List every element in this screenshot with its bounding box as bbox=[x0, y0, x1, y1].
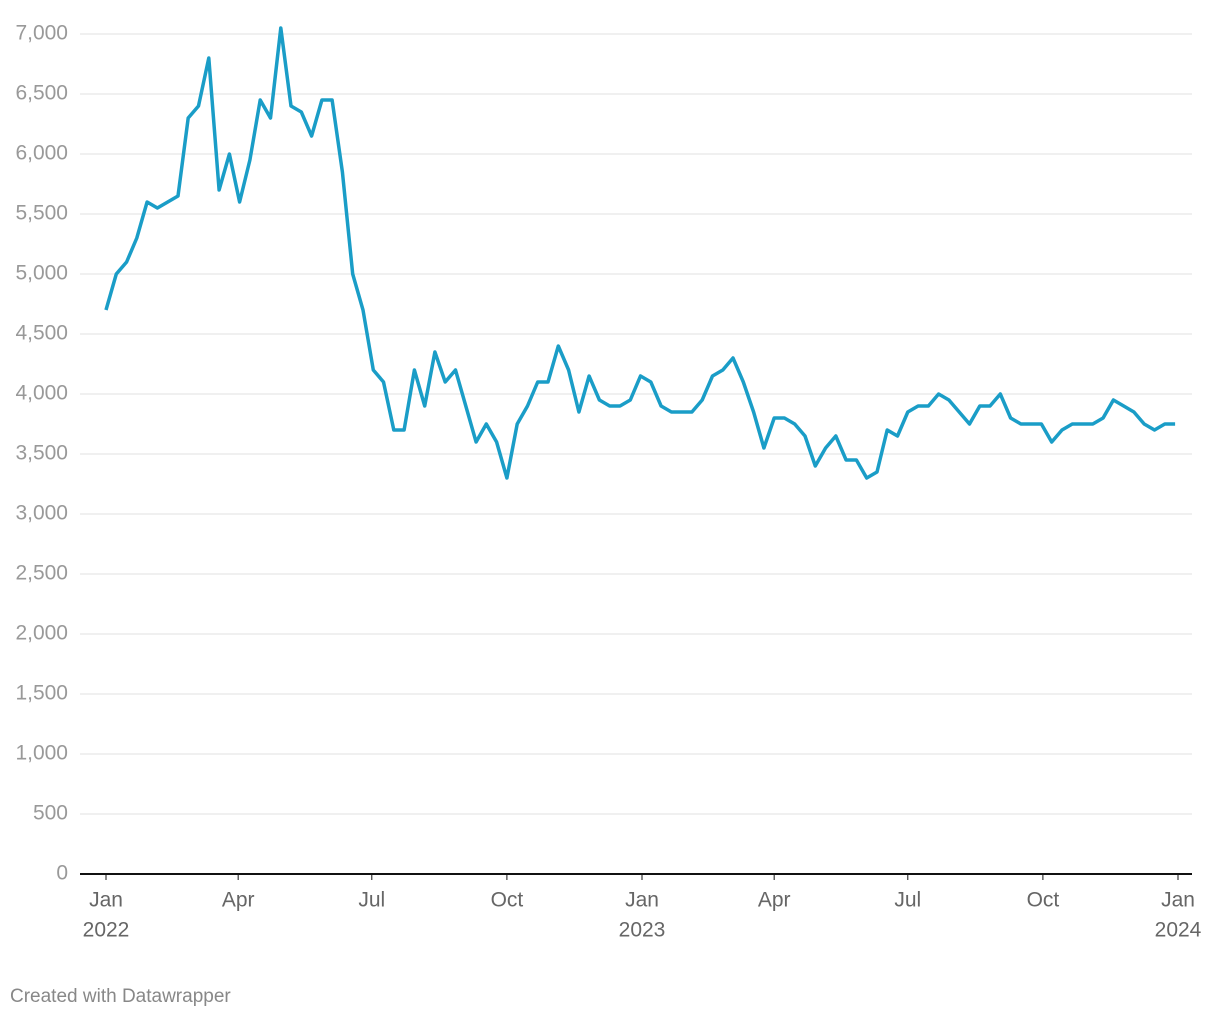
y-tick-label: 3,500 bbox=[15, 442, 68, 465]
y-tick-label: 1,000 bbox=[15, 742, 68, 765]
x-tick-label: Apr bbox=[222, 889, 255, 912]
x-tick-label: 2024 bbox=[1155, 919, 1202, 942]
x-tick-label: Jul bbox=[894, 889, 921, 912]
y-tick-label: 2,000 bbox=[15, 622, 68, 645]
y-tick-label: 5,000 bbox=[15, 262, 68, 285]
y-tick-label: 2,500 bbox=[15, 562, 68, 585]
x-tick-label: Jul bbox=[358, 889, 385, 912]
x-tick-label: Apr bbox=[758, 889, 791, 912]
x-tick-label: Jan bbox=[625, 889, 659, 912]
y-tick-label: 4,500 bbox=[15, 322, 68, 345]
x-tick-label: 2022 bbox=[83, 919, 130, 942]
x-tick-label: Jan bbox=[89, 889, 123, 912]
y-tick-label: 500 bbox=[33, 802, 68, 825]
y-tick-label: 5,500 bbox=[15, 202, 68, 225]
y-tick-label: 6,500 bbox=[15, 82, 68, 105]
y-tick-label: 0 bbox=[56, 862, 68, 885]
y-tick-label: 3,000 bbox=[15, 502, 68, 525]
y-tick-label: 6,000 bbox=[15, 142, 68, 165]
footer: Created with Datawrapper bbox=[10, 986, 231, 1007]
x-tick-label: Oct bbox=[491, 889, 524, 912]
y-tick-label: 1,500 bbox=[15, 682, 68, 705]
y-tick-label: 7,000 bbox=[15, 22, 68, 45]
x-tick-label: 2023 bbox=[619, 919, 666, 942]
y-tick-label: 4,000 bbox=[15, 382, 68, 405]
line-series bbox=[104, 26, 1176, 480]
x-tick-label: Oct bbox=[1027, 889, 1060, 912]
x-tick-label: Jan bbox=[1161, 889, 1195, 912]
